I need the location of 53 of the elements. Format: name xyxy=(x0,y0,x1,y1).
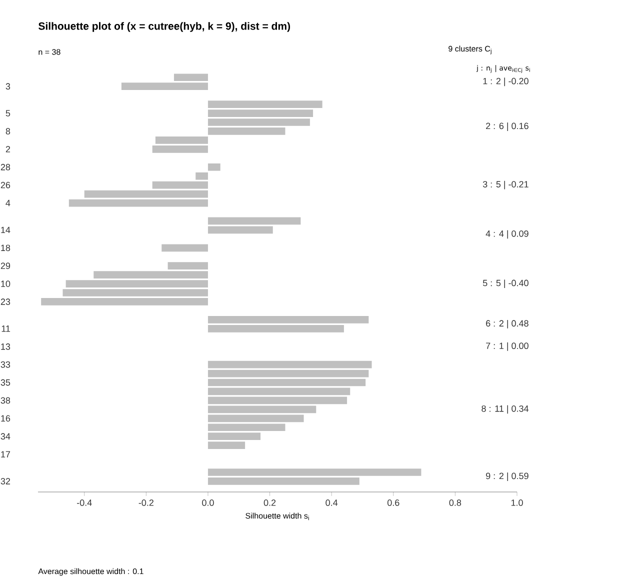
y-tick-label: 35 xyxy=(0,379,10,386)
y-tick-label: 10 xyxy=(1,280,10,287)
chart-title: Silhouette plot of (x = cutree(hyb, k = 9), dist = dm) xyxy=(38,22,290,32)
x-tick-label: -0.4 xyxy=(77,500,92,506)
y-tick-label: 32 xyxy=(0,478,10,484)
bar xyxy=(84,190,208,198)
text: 9 clusters C$_{j}$ xyxy=(448,46,492,54)
y-tick-label: 33 xyxy=(0,361,10,368)
annotation: 7 : 1 | 0.00 xyxy=(486,342,528,351)
x-tick-label: 1.0 xyxy=(511,500,523,506)
y-tick-label: 18 xyxy=(1,244,10,252)
text: Average silhouette width : 0.1 xyxy=(38,568,144,576)
bar xyxy=(68,199,208,207)
bar xyxy=(208,378,366,386)
x-tick-label: -0.2 xyxy=(138,500,154,506)
y-tick-label: 11 xyxy=(2,326,10,332)
y-tick-label: 29 xyxy=(0,262,10,270)
bar xyxy=(208,370,369,378)
chart-subtitle: n = 38 xyxy=(38,49,60,55)
y-tick-label: 34 xyxy=(0,433,10,440)
y-tick-label: 16 xyxy=(1,415,10,422)
bar xyxy=(208,388,350,396)
bar xyxy=(208,163,220,171)
y-tick-label: 17 xyxy=(1,451,10,458)
x-tick-label: 0.0 xyxy=(202,500,214,506)
annotation: 3 : 5 | -0.21 xyxy=(482,180,528,190)
y-tick-label: 8 xyxy=(6,128,10,134)
x-tick-label: 0.6 xyxy=(387,500,400,506)
annotation: 9 : 2 | 0.59 xyxy=(486,472,528,481)
y-tick-label: 14 xyxy=(1,226,10,234)
y-tick-label: 38 xyxy=(0,397,10,404)
annotation: 2 : 6 | 0.16 xyxy=(486,122,528,131)
bar xyxy=(162,244,208,252)
annotation: 6 : 2 | 0.48 xyxy=(486,320,528,328)
y-tick-label: 5 xyxy=(6,110,10,116)
bar xyxy=(208,226,273,234)
bar xyxy=(208,217,301,225)
x-tick-label: 0.2 xyxy=(264,500,276,506)
annotation: 8 : 11 | 0.34 xyxy=(482,405,529,414)
y-tick-label: 13 xyxy=(1,343,10,350)
x-tick-label: 0.8 xyxy=(449,500,462,506)
x-axis-title: Silhouette width s$_{i}$ xyxy=(246,512,309,520)
y-tick-label: 3 xyxy=(6,83,10,90)
y-tick-label: 26 xyxy=(0,182,10,188)
annotation: 1 : 2 | -0.20 xyxy=(483,78,528,86)
y-tick-label: 28 xyxy=(0,164,10,170)
y-tick-label: 4 xyxy=(6,200,10,206)
annotation: 5 : 5 | -0.40 xyxy=(482,280,528,288)
annotation: 4 : 4 | 0.09 xyxy=(486,230,528,239)
y-tick-label: 23 xyxy=(0,298,10,305)
x-tick-label: 0.4 xyxy=(326,500,338,506)
y-tick-label: 2 xyxy=(6,146,10,152)
bar xyxy=(208,360,372,368)
